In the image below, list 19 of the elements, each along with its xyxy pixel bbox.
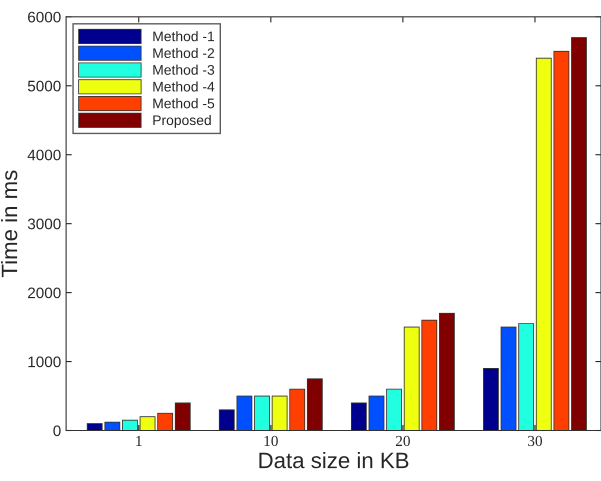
- y-tick-label: 1000: [28, 356, 61, 368]
- x-tick-label: 1: [136, 436, 142, 446]
- y-tick-label: 4000: [28, 150, 61, 160]
- y-tick-label: 2000: [28, 287, 61, 298]
- legend-label: Method -3: [153, 64, 214, 75]
- y-tick-label: 3000: [28, 218, 61, 230]
- legend-label: Method -1: [153, 31, 214, 42]
- y-axis-title: Time in ms: [0, 170, 18, 278]
- legend-label: Method -5: [153, 98, 214, 108]
- legend-label: Method -4: [153, 81, 214, 92]
- legend-label: Method -2: [153, 48, 214, 58]
- y-tick-label: 0: [53, 425, 61, 436]
- x-axis-title: Data size in KB: [259, 452, 408, 468]
- legend-label: Proposed: [153, 114, 211, 128]
- x-tick-label: 30: [528, 436, 542, 446]
- y-tick-label: 6000: [28, 12, 61, 23]
- y-tick-label: 5000: [28, 80, 61, 92]
- x-tick-label: 10: [264, 436, 278, 446]
- x-tick-label: 20: [396, 436, 410, 446]
